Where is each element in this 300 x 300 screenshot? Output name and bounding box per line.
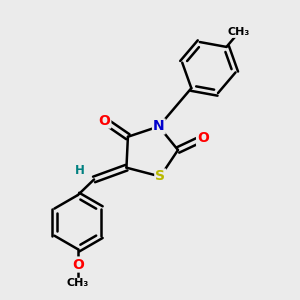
Text: S: S	[155, 169, 165, 184]
Text: O: O	[72, 257, 84, 272]
Text: O: O	[98, 114, 110, 128]
Text: O: O	[197, 131, 209, 145]
Text: CH₃: CH₃	[228, 27, 250, 37]
Text: N: N	[153, 119, 165, 134]
Text: H: H	[74, 164, 84, 177]
Text: CH₃: CH₃	[67, 278, 89, 288]
